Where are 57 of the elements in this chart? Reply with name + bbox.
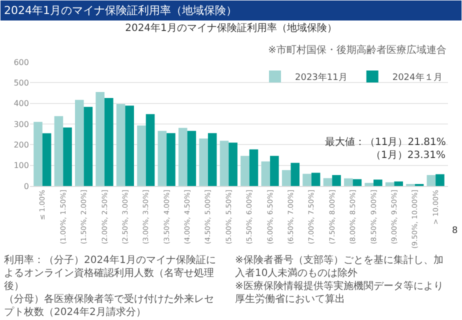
- bar: [385, 182, 394, 186]
- y-tick-label: 300: [14, 120, 29, 129]
- bar: [344, 178, 353, 186]
- bar: [220, 140, 229, 186]
- bar: [54, 116, 64, 186]
- legend-label: 2024年１月: [392, 72, 442, 84]
- bar: [137, 125, 146, 186]
- bar: [352, 179, 362, 186]
- bar: [146, 114, 155, 186]
- bar: [96, 92, 104, 186]
- y-tick-label: 100: [14, 161, 29, 170]
- bar: [34, 122, 42, 186]
- text: ※医療保険情報提供等実施機関データ等により厚生労働省において算出: [235, 280, 444, 305]
- text: 8: [452, 226, 458, 236]
- bar: [374, 180, 382, 186]
- chart-title: 2024年1月のマイナ保険証利用率（地域保険）: [125, 22, 337, 34]
- bar: [42, 133, 52, 186]
- bar: [178, 128, 188, 186]
- bar: [436, 174, 444, 186]
- annotation: 最大値：（11月）21.81%: [325, 136, 446, 148]
- legend-label: 2023年11月: [295, 72, 348, 84]
- chart-subtitle: ※市町村国保・後期高齢者医療広域連合: [268, 44, 446, 56]
- bar: [282, 170, 291, 186]
- bar: [187, 130, 196, 186]
- bar: [249, 149, 258, 186]
- bar: [125, 106, 134, 186]
- text: 利用率：（分子）2024年1月のマイナ保険証によるオンライン資格確認利用人数（名寄せ処理後）: [4, 254, 216, 292]
- y-tick-label: 0: [24, 182, 29, 191]
- bar: [199, 138, 208, 186]
- y-tick-label: 500: [14, 78, 29, 88]
- bar: [63, 128, 72, 186]
- bar: [228, 142, 238, 186]
- bar: [158, 130, 167, 186]
- bar: [240, 156, 250, 186]
- bar: [104, 98, 114, 186]
- bar: [116, 104, 126, 186]
- bar: [208, 133, 217, 186]
- text: 2024年1月のマイナ保険証利用率（地域保険）: [4, 4, 237, 17]
- bar: [426, 175, 436, 186]
- y-tick-label: 200: [14, 140, 29, 150]
- bar: [84, 106, 93, 186]
- bar: [290, 162, 300, 186]
- y-tick-label: 600: [14, 58, 29, 67]
- y-tick-label: 400: [14, 99, 29, 108]
- bar: [75, 100, 84, 186]
- bar: [261, 161, 270, 186]
- bar: [311, 172, 320, 186]
- text: ※保険者番号（支部等）ごとを基に集計し、加入者10人未満のものは除外: [235, 254, 444, 279]
- bar: [302, 174, 312, 186]
- bar: [394, 181, 403, 186]
- bar: [166, 133, 176, 186]
- bar: [332, 175, 341, 186]
- bar: [323, 178, 332, 186]
- text: （分母）各医療保険者等で受け付けた外来レセプト枚数（2024年2月請求分）: [4, 293, 214, 318]
- bar: [270, 156, 279, 186]
- bar: [364, 182, 374, 186]
- annotation: （1月）23.31%: [371, 150, 446, 161]
